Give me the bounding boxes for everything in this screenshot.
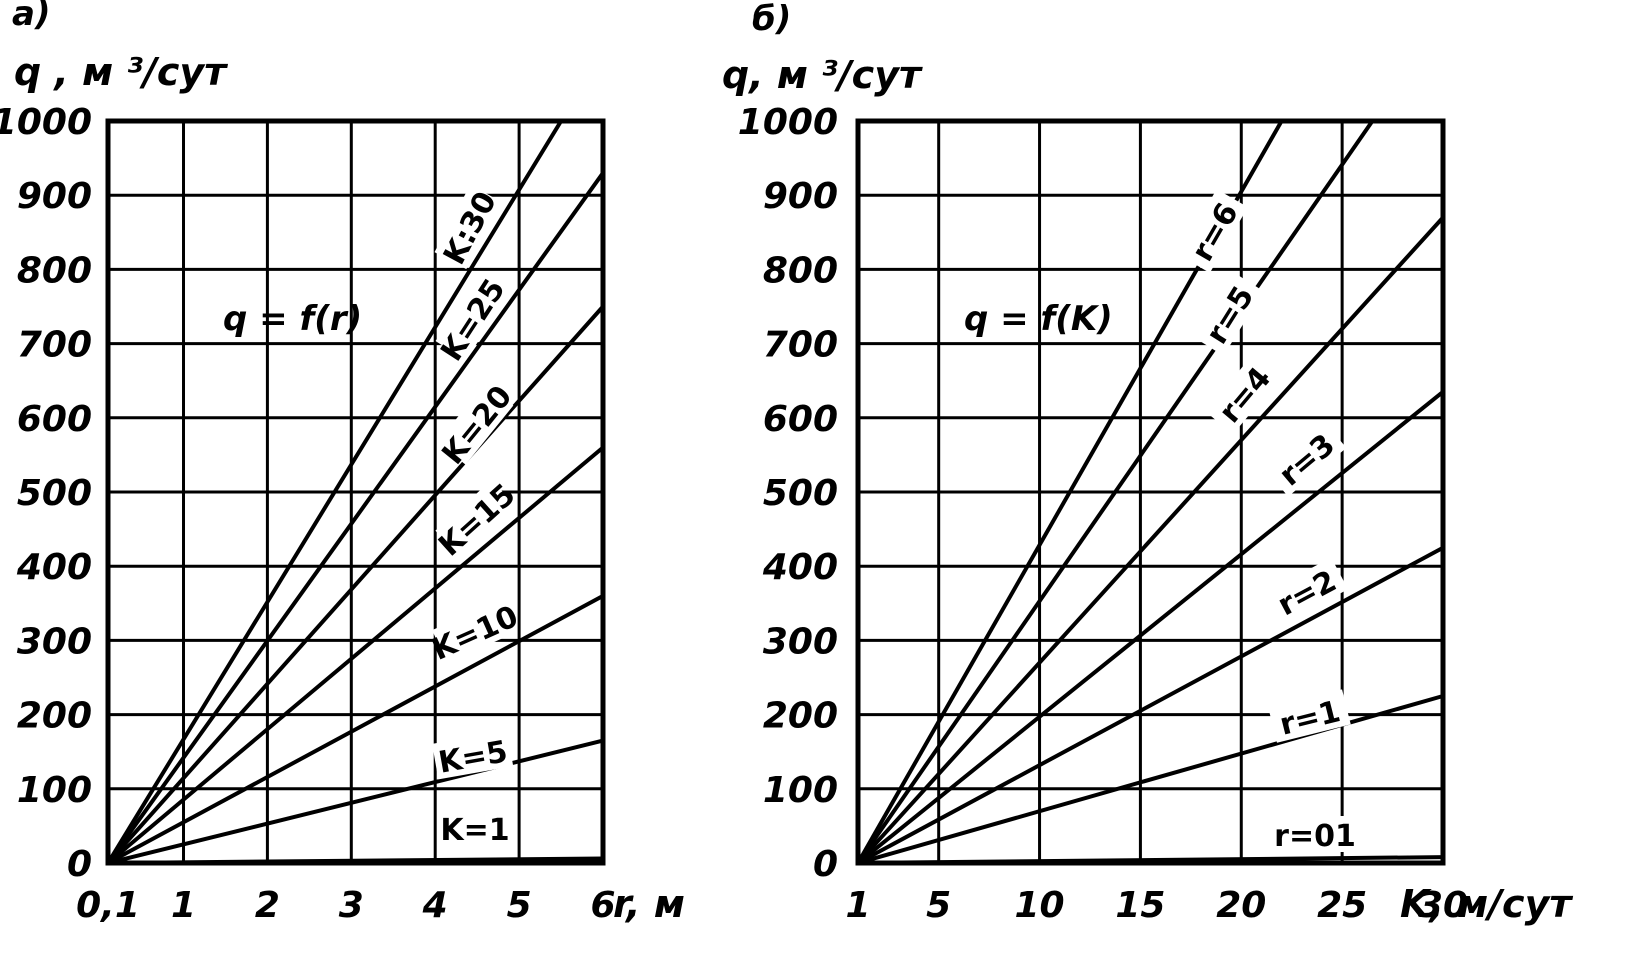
- x-tick-label: 15: [1115, 885, 1165, 926]
- series-label-background: [1268, 689, 1351, 743]
- series-line: [857, 855, 1444, 865]
- series-label-background: [435, 277, 508, 361]
- series-line: [857, 545, 1444, 865]
- y-tick-label: 500: [763, 473, 838, 514]
- y-tick-label: 300: [17, 621, 92, 662]
- series-label-background: [1277, 816, 1353, 852]
- x-tick-label: 3: [339, 885, 364, 926]
- y-tick-label: 1000: [738, 102, 838, 143]
- series-label-background: [437, 382, 514, 465]
- series-label: K=5: [436, 734, 510, 780]
- series-label-background: [1265, 420, 1347, 497]
- x-tick-label: 5: [926, 885, 951, 926]
- y-tick-label: 800: [17, 250, 92, 291]
- panel-label: б): [752, 0, 791, 39]
- series-line: [106, 171, 605, 865]
- series-line: [856, 216, 1445, 865]
- series-line: [856, 390, 1445, 865]
- series-line: [107, 738, 604, 865]
- x-axis-label: K, м/сут: [1400, 882, 1573, 926]
- series-label-background: [432, 730, 514, 780]
- formula-annotation: q = f(K): [964, 299, 1113, 339]
- y-tick-label: 600: [17, 399, 92, 440]
- series-line: [106, 119, 563, 865]
- y-tick-label: 400: [16, 547, 92, 588]
- y-tick-label: 200: [763, 696, 838, 737]
- x-tick-label: 20: [1216, 885, 1266, 926]
- y-tick-label: 600: [763, 399, 838, 440]
- x-tick-label: 25: [1317, 885, 1367, 926]
- panel-a: 0 100 200 300 400 500 600 700 800 900 1000 0,1 1 2 3 4 5…: [0, 0, 685, 926]
- y-tick-label: 700: [17, 325, 92, 366]
- x-tick-label: 10: [1014, 885, 1064, 926]
- y-tick-label: 300: [763, 621, 838, 662]
- x-tick-label: 30: [1418, 885, 1468, 926]
- series-label-background: [1205, 353, 1282, 435]
- y-tick-label: 100: [763, 770, 838, 811]
- panel-label: а): [12, 0, 50, 34]
- y-tick-label: 900: [763, 176, 838, 217]
- x-tick-label: 6: [590, 885, 615, 926]
- series-label: r=01: [1274, 819, 1356, 854]
- series-label: K=1: [440, 813, 509, 848]
- series-line: [856, 119, 1375, 865]
- plot-frame: [105, 118, 606, 866]
- y-tick-label: 200: [17, 696, 92, 737]
- y-tick-label: 700: [763, 325, 838, 366]
- y-tick-label: 500: [17, 473, 92, 514]
- formula-annotation: q = f(r): [223, 299, 362, 339]
- y-tick-label: 1000: [0, 102, 92, 143]
- y-tick-label: 0: [67, 844, 92, 885]
- x-axis-label: r, м: [613, 882, 685, 926]
- y-tick-label: 900: [17, 176, 92, 217]
- series-line: [106, 305, 605, 865]
- x-tick-label: 1: [171, 885, 196, 926]
- series-label-background: [437, 810, 513, 846]
- series-label-background: [434, 185, 502, 270]
- y-tick-label: 0: [813, 844, 838, 885]
- series-label: K=10: [427, 599, 524, 668]
- series-line: [106, 445, 605, 865]
- x-tick-label: 0,1: [76, 885, 140, 926]
- series-label-background: [432, 599, 517, 664]
- y-tick-label: 800: [763, 250, 838, 291]
- series-line: [107, 594, 604, 865]
- series-label: r=1: [1276, 694, 1343, 743]
- plot-frame: [855, 118, 1446, 866]
- x-tick-label: 5: [507, 885, 532, 926]
- series-label-background: [1264, 557, 1349, 625]
- y-tick-label: 400: [762, 547, 838, 588]
- y-tick-label: 100: [17, 770, 92, 811]
- series-label-background: [1192, 272, 1264, 356]
- y-axis-label: q, м ³/сут: [722, 53, 923, 97]
- series-line: [107, 856, 604, 865]
- x-tick-label: 2: [255, 885, 280, 926]
- x-tick-label: 1: [845, 885, 870, 926]
- series-label-background: [435, 479, 516, 558]
- x-tick-label: 4: [422, 885, 448, 926]
- y-axis-label: q , м ³/сут: [14, 50, 228, 94]
- series-label-background: [1178, 189, 1248, 273]
